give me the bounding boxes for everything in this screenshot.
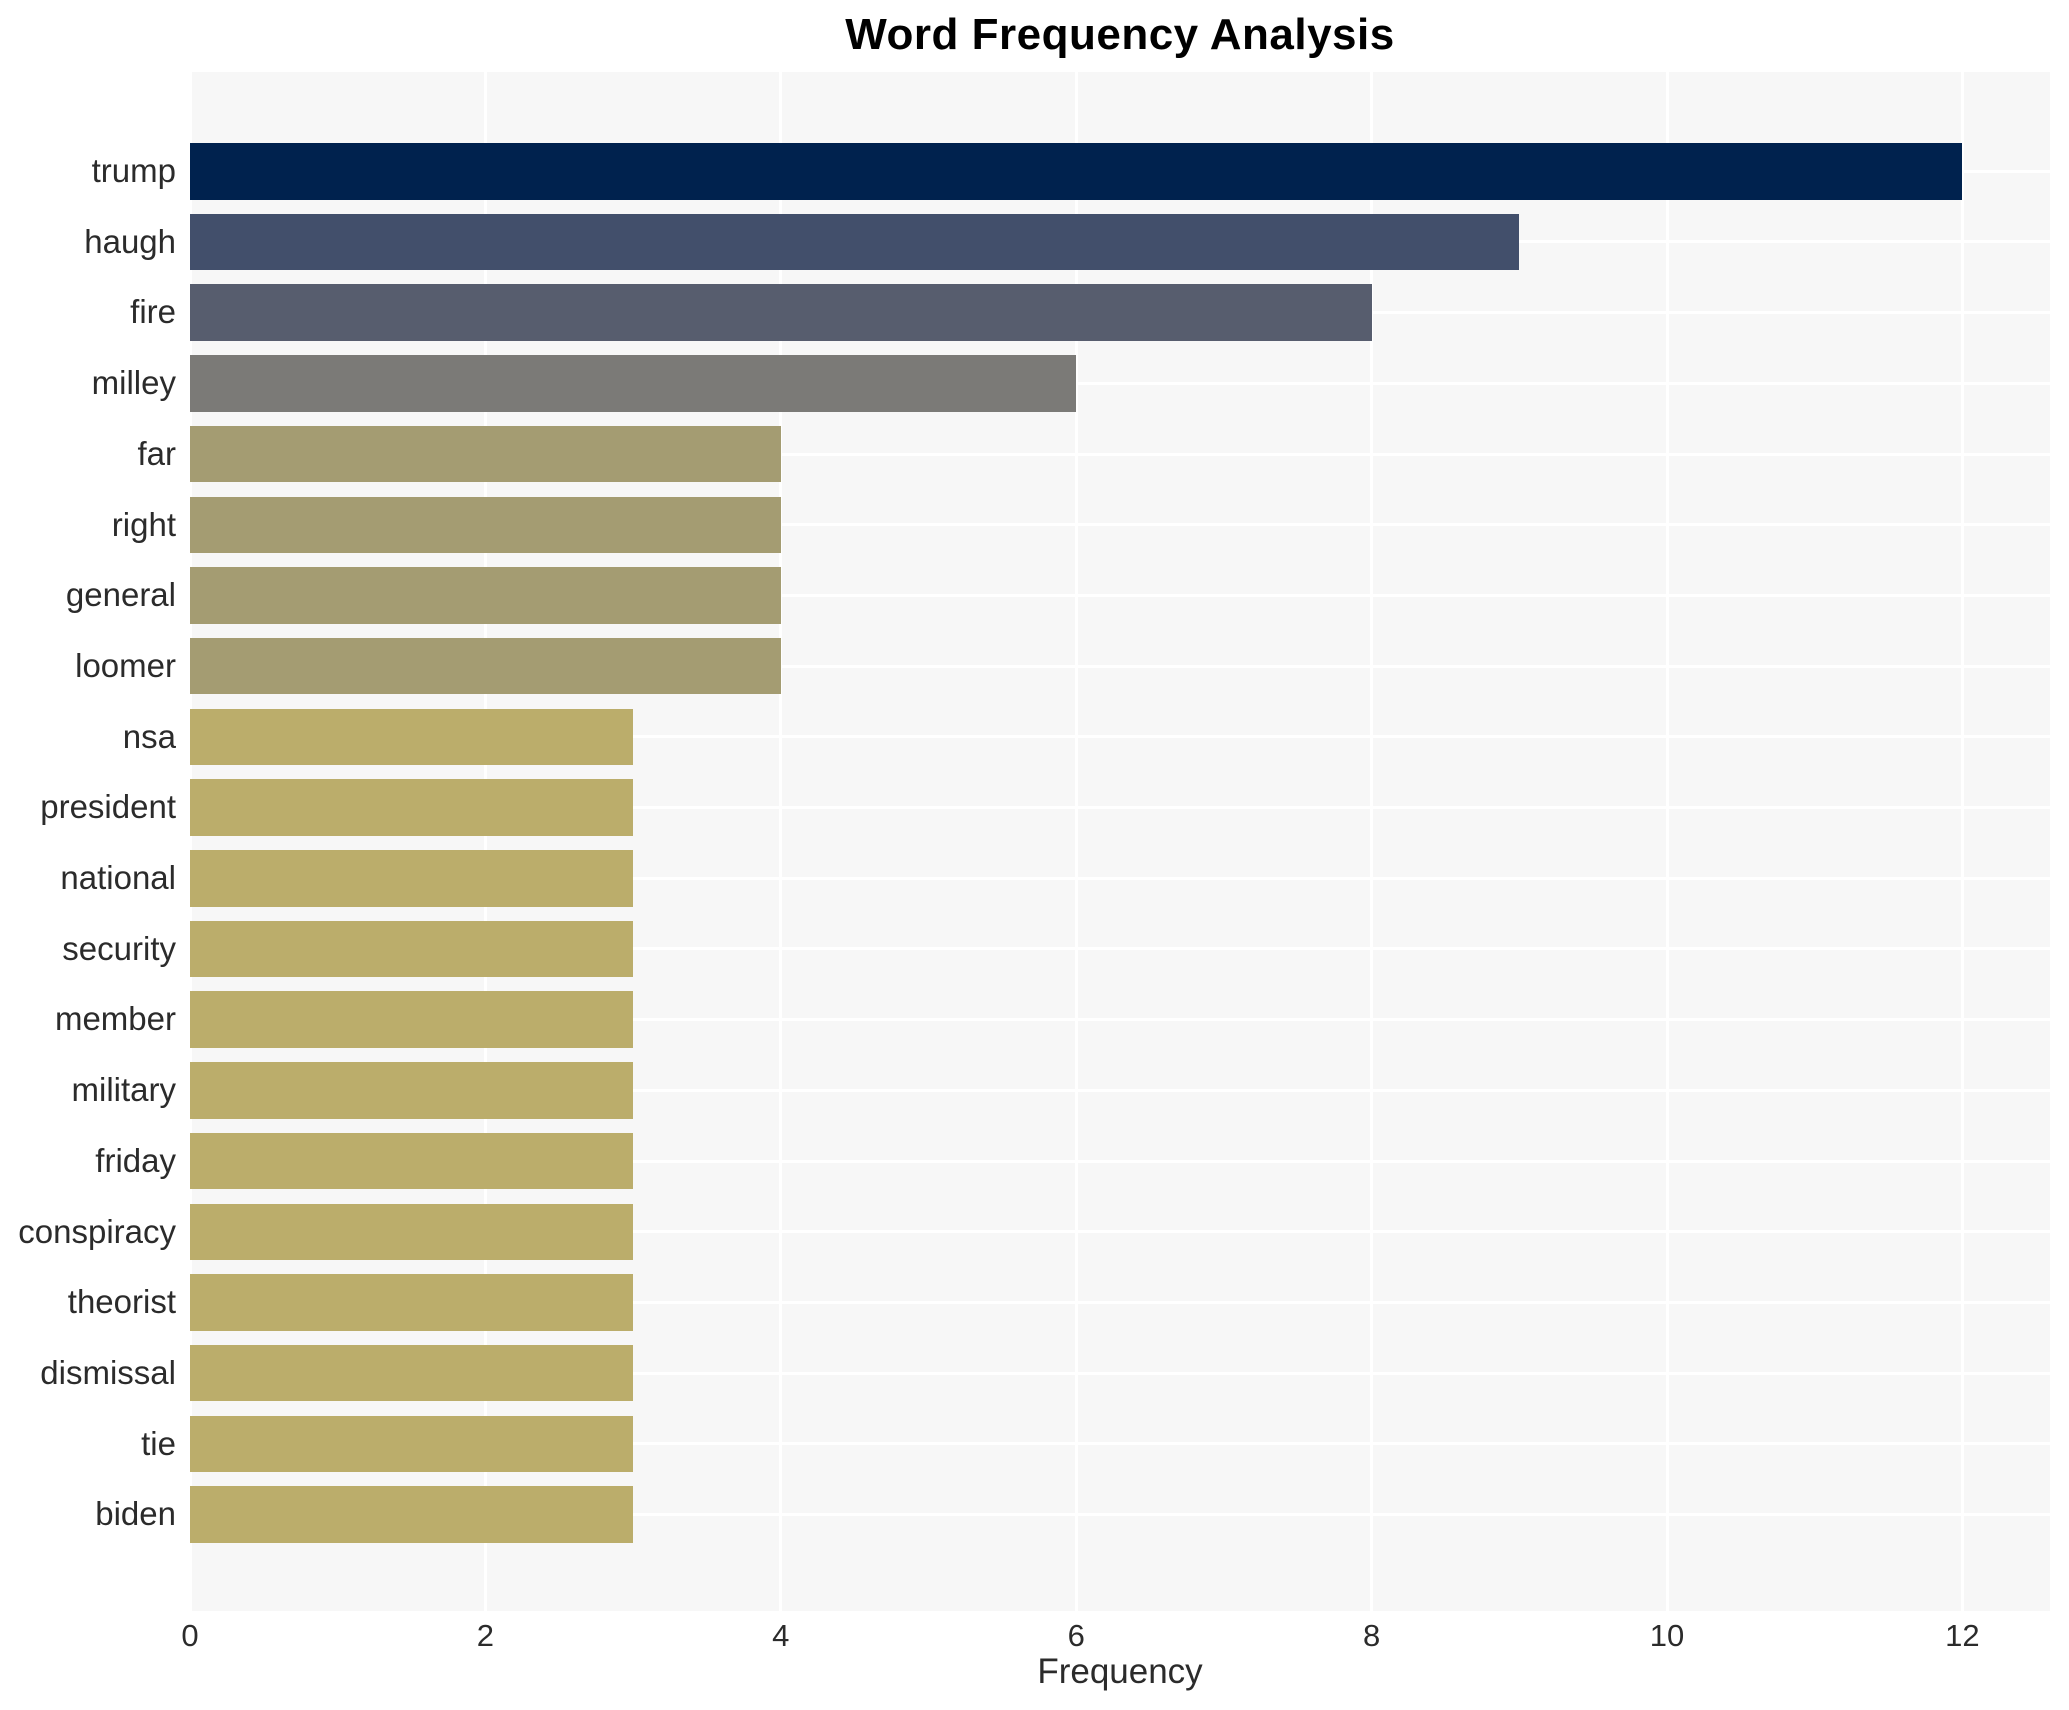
y-axis-label-theorist: theorist [67,1283,176,1321]
bar-conspiracy [190,1203,634,1260]
bar-right [190,496,781,553]
y-axis-label-conspiracy: conspiracy [18,1212,176,1250]
y-axis-label-military: military [71,1071,177,1109]
x-axis-tick-6: 6 [1067,1618,1085,1653]
bar-haugh [190,213,1520,271]
bar-theorist [190,1274,634,1331]
y-axis-label-president: president [40,788,176,826]
bar-far [190,425,781,483]
bar-military [190,1062,634,1119]
y-axis-label-dismissal: dismissal [40,1353,176,1391]
gridline-horizontal [190,876,2050,880]
y-axis-label-haugh: haugh [84,222,176,260]
bar-loomer [190,637,781,695]
bar-milley [190,355,1077,412]
y-axis-label-friday: friday [95,1141,176,1179]
gridline-horizontal [190,381,2050,385]
y-axis-label-milley: milley [91,364,176,402]
gridline-vertical [779,72,783,1611]
gridline-horizontal [190,523,2050,527]
gridline-horizontal [190,1159,2050,1163]
gridline-horizontal [190,947,2050,951]
gridline-vertical [1074,72,1078,1611]
gridline-vertical [188,72,192,1611]
y-axis-label-security: security [62,929,176,967]
y-axis-label-nsa: nsa [122,717,176,755]
y-axis-label-loomer: loomer [75,646,176,684]
gridline-vertical [483,72,487,1611]
gridline-horizontal [190,1513,2050,1517]
gridline-horizontal [190,1300,2050,1304]
bar-security [190,920,634,978]
x-axis-title: Frequency [1037,1652,1203,1691]
bar-national [190,850,634,907]
gridline-horizontal [190,593,2050,597]
x-axis-tick-2: 2 [476,1618,495,1653]
x-axis-tick-12: 12 [1945,1618,1980,1653]
y-axis-label-right: right [111,505,176,543]
y-axis-label-general: general [65,576,176,614]
gridline-horizontal [190,452,2050,456]
y-axis-label-far: far [137,434,176,472]
bar-tie [190,1415,634,1473]
bar-member [190,991,634,1048]
gridline-horizontal [190,664,2050,668]
bar-friday [190,1132,634,1190]
y-axis-label-national: national [60,859,176,896]
y-axis-label-tie: tie [141,1424,176,1462]
y-axis-label-fire: fire [130,293,176,331]
y-axis-label-biden: biden [95,1495,176,1533]
bar-biden [190,1486,634,1543]
x-axis-tick-10: 10 [1649,1618,1685,1653]
x-axis-tick-4: 4 [772,1618,790,1653]
x-axis-tick-8: 8 [1362,1618,1381,1653]
bar-dismissal [190,1344,634,1402]
bar-trump [190,143,1963,200]
gridline-vertical [1370,72,1374,1611]
bar-president [190,779,634,836]
gridline-vertical [1665,72,1669,1611]
gridline-horizontal [190,1018,2050,1022]
y-axis-label-trump: trump [91,152,176,189]
bar-general [190,567,781,624]
y-axis-label-member: member [54,1000,176,1038]
bar-nsa [190,708,634,766]
gridline-horizontal [190,1088,2050,1092]
x-axis-tick-0: 0 [181,1618,199,1653]
gridline-vertical [1960,72,1964,1611]
plot-area [188,72,2050,1611]
gridline-horizontal [190,806,2050,810]
gridline-horizontal [190,1442,2050,1446]
gridline-horizontal [190,1230,2050,1234]
gridline-horizontal [190,735,2050,739]
chart-title: Word Frequency Analysis [845,10,1395,59]
gridline-horizontal [190,1371,2050,1375]
bar-fire [190,284,1372,341]
